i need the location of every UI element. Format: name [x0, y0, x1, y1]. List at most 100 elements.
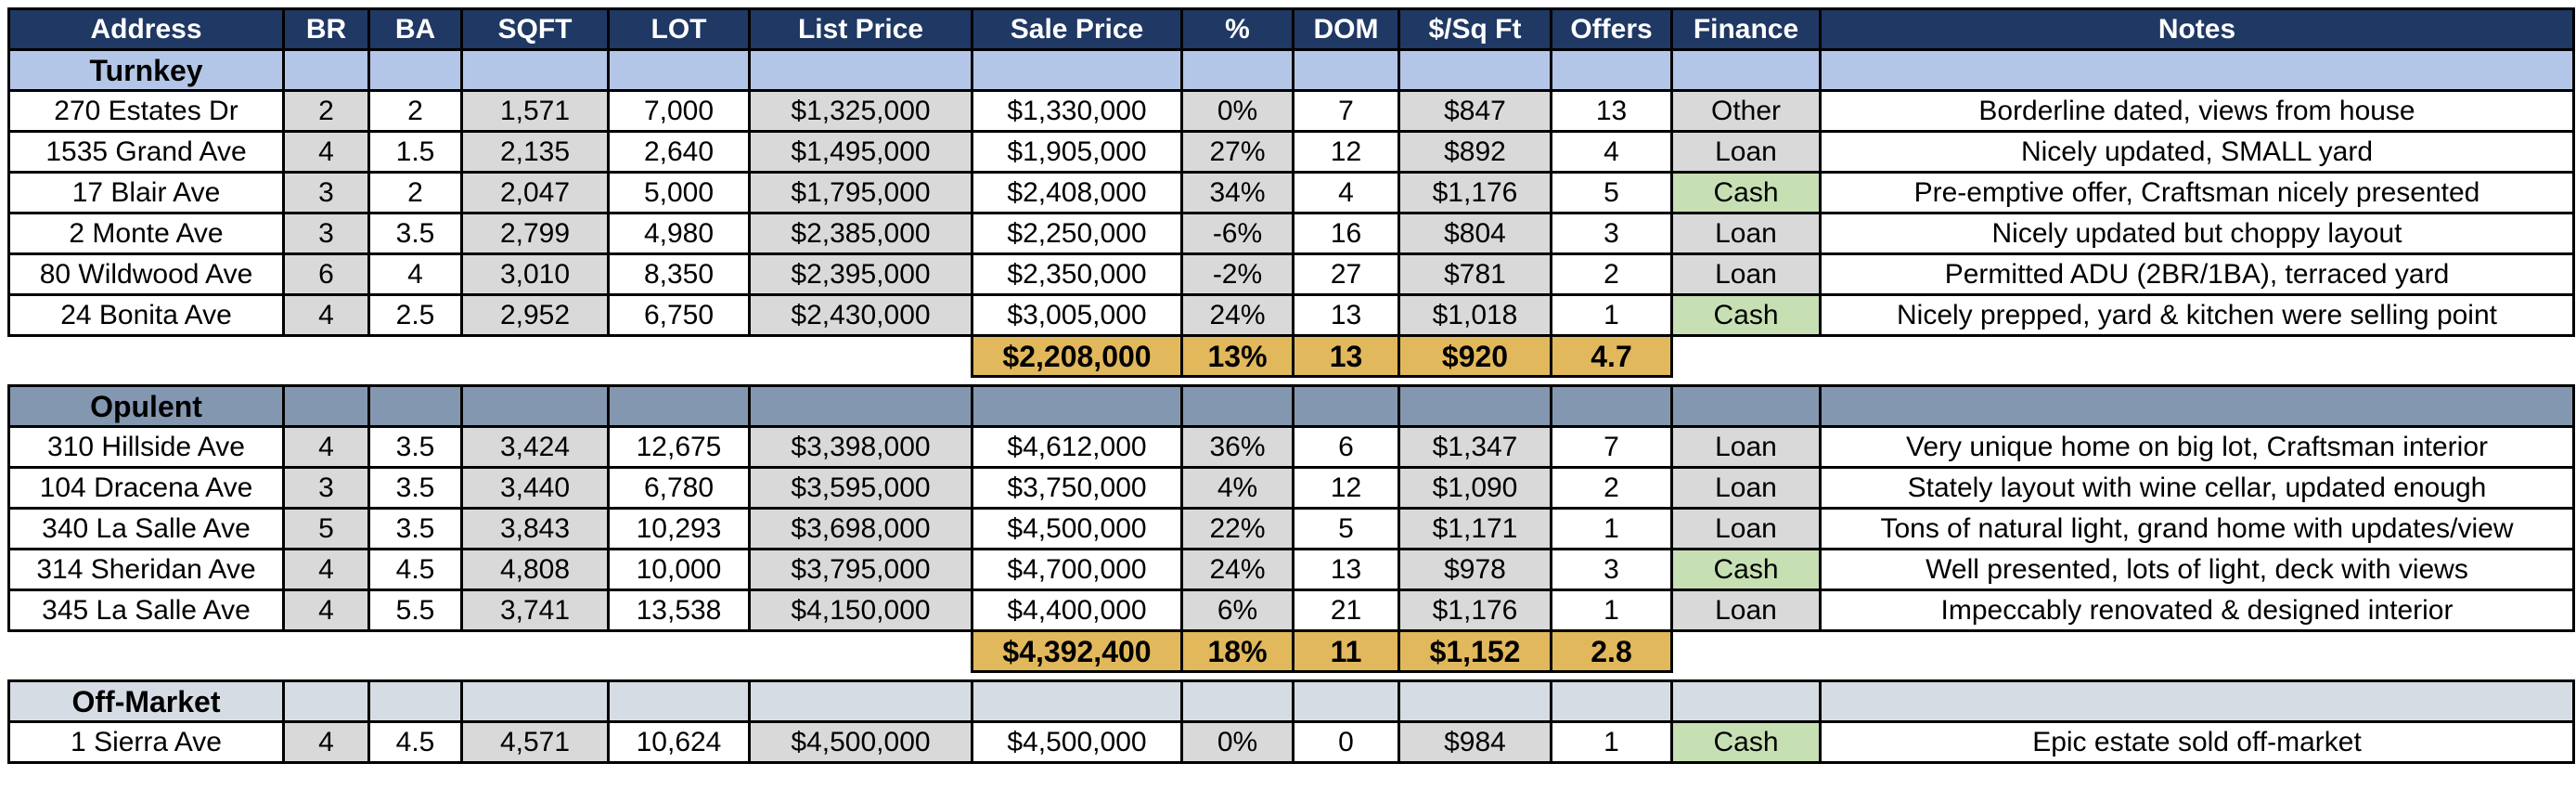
cell-list: $4,500,000 [748, 720, 973, 764]
cell-finance: Loan [1670, 589, 1822, 632]
cell-ba: 5.5 [367, 589, 463, 632]
cell-ba: 4.5 [367, 548, 463, 591]
table-row: 2 Monte Ave 3 3.5 2,799 4,980 $2,385,000 $2,25… [7, 212, 2575, 255]
cell-br: 2 [282, 89, 370, 133]
cell-list: $2,385,000 [748, 212, 973, 255]
col-header-price-per-sqft: $/Sq Ft [1397, 7, 1552, 51]
table-row: 1535 Grand Ave 4 1.5 2,135 2,640 $1,495,000 $1… [7, 130, 2575, 174]
cell-list: $1,495,000 [748, 130, 973, 174]
cell-offers: 3 [1550, 212, 1673, 255]
col-header-lot: LOT [607, 7, 751, 51]
cell-address: 104 Dracena Ave [7, 466, 285, 510]
cell-ba: 2.5 [367, 293, 463, 337]
section-band-cell [1670, 679, 1822, 723]
cell-finance: Cash [1670, 720, 1822, 764]
summary-blank [608, 629, 750, 672]
cell-pct: 24% [1180, 293, 1294, 337]
cell-br: 5 [282, 507, 370, 550]
cell-address: 314 Sheridan Ave [7, 548, 285, 591]
col-header-finance: Finance [1670, 7, 1822, 51]
cell-sqft: 4,808 [460, 548, 610, 591]
cell-dom: 6 [1292, 425, 1400, 469]
cell-br: 3 [282, 466, 370, 510]
cell-list: $1,325,000 [748, 89, 973, 133]
summary-blank [283, 629, 369, 672]
table-row: 17 Blair Ave 3 2 2,047 5,000 $1,795,000 $2,408… [7, 171, 2575, 214]
cell-finance: Cash [1670, 171, 1822, 214]
cell-dom: 5 [1292, 507, 1400, 550]
cell-psf: $804 [1397, 212, 1552, 255]
cell-psf: $1,090 [1397, 466, 1552, 510]
col-header-address: Address [7, 7, 285, 51]
summary-offers: 4.7 [1550, 334, 1673, 378]
cell-sqft: 2,047 [460, 171, 610, 214]
cell-offers: 1 [1550, 293, 1673, 337]
cell-notes: Pre-emptive offer, Craftsman nicely pres… [1819, 171, 2575, 214]
cell-ba: 3.5 [367, 212, 463, 255]
cell-sale: $4,612,000 [971, 425, 1183, 469]
section-band-cell [1670, 48, 1822, 92]
cell-lot: 10,000 [607, 548, 751, 591]
section-band-cell [748, 679, 973, 723]
cell-sqft: 2,799 [460, 212, 610, 255]
table-row: 24 Bonita Ave 4 2.5 2,952 6,750 $2,430,000 $3,… [7, 293, 2575, 337]
cell-psf: $781 [1397, 252, 1552, 296]
summary-blank [461, 629, 609, 672]
summary-dom: 11 [1292, 629, 1400, 673]
table-row: 270 Estates Dr 2 2 1,571 7,000 $1,325,000 $1,3… [7, 89, 2575, 133]
section-gap [8, 376, 2574, 386]
section-gap [8, 671, 2574, 681]
section-band-cell [1670, 384, 1822, 428]
cell-finance: Loan [1670, 466, 1822, 510]
cell-offers: 7 [1550, 425, 1673, 469]
cell-notes: Epic estate sold off-market [1819, 720, 2575, 764]
summary-blank [368, 629, 462, 672]
cell-offers: 2 [1550, 466, 1673, 510]
cell-psf: $1,176 [1397, 589, 1552, 632]
section-label-opulent: Opulent [7, 384, 285, 428]
cell-br: 4 [282, 548, 370, 591]
cell-dom: 27 [1292, 252, 1400, 296]
cell-br: 4 [282, 589, 370, 632]
summary-blank [749, 629, 972, 672]
cell-sale: $2,350,000 [971, 252, 1183, 296]
cell-ba: 2 [367, 89, 463, 133]
cell-list: $3,595,000 [748, 466, 973, 510]
cell-finance: Cash [1670, 548, 1822, 591]
section-band-cell [607, 679, 751, 723]
cell-psf: $1,018 [1397, 293, 1552, 337]
cell-sqft: 3,424 [460, 425, 610, 469]
cell-sale: $3,005,000 [971, 293, 1183, 337]
cell-psf: $1,347 [1397, 425, 1552, 469]
col-header-br: BR [282, 7, 370, 51]
cell-sale: $1,905,000 [971, 130, 1183, 174]
section-header-offmarket: Off-Market [7, 679, 2575, 723]
cell-lot: 2,640 [607, 130, 751, 174]
summary-blank [1820, 334, 2574, 377]
section-band-cell [367, 679, 463, 723]
cell-list: $3,795,000 [748, 548, 973, 591]
cell-lot: 6,750 [607, 293, 751, 337]
section-label-offmarket: Off-Market [7, 679, 285, 723]
cell-offers: 13 [1550, 89, 1673, 133]
col-header-list-price: List Price [748, 7, 973, 51]
cell-sale: $3,750,000 [971, 466, 1183, 510]
summary-sale: $4,392,400 [971, 629, 1183, 673]
cell-sqft: 3,010 [460, 252, 610, 296]
summary-blank [8, 334, 284, 377]
cell-psf: $1,176 [1397, 171, 1552, 214]
col-header-ba: BA [367, 7, 463, 51]
cell-address: 1535 Grand Ave [7, 130, 285, 174]
section-band-cell [367, 48, 463, 92]
cell-finance: Loan [1670, 425, 1822, 469]
cell-lot: 5,000 [607, 171, 751, 214]
cell-finance: Other [1670, 89, 1822, 133]
summary-offers: 2.8 [1550, 629, 1673, 673]
cell-notes: Impeccably renovated & designed interior [1819, 589, 2575, 632]
summary-blank [8, 629, 284, 672]
cell-pct: 4% [1180, 466, 1294, 510]
col-header-offers: Offers [1550, 7, 1673, 51]
cell-pct: 36% [1180, 425, 1294, 469]
cell-pct: -2% [1180, 252, 1294, 296]
cell-sale: $2,408,000 [971, 171, 1183, 214]
